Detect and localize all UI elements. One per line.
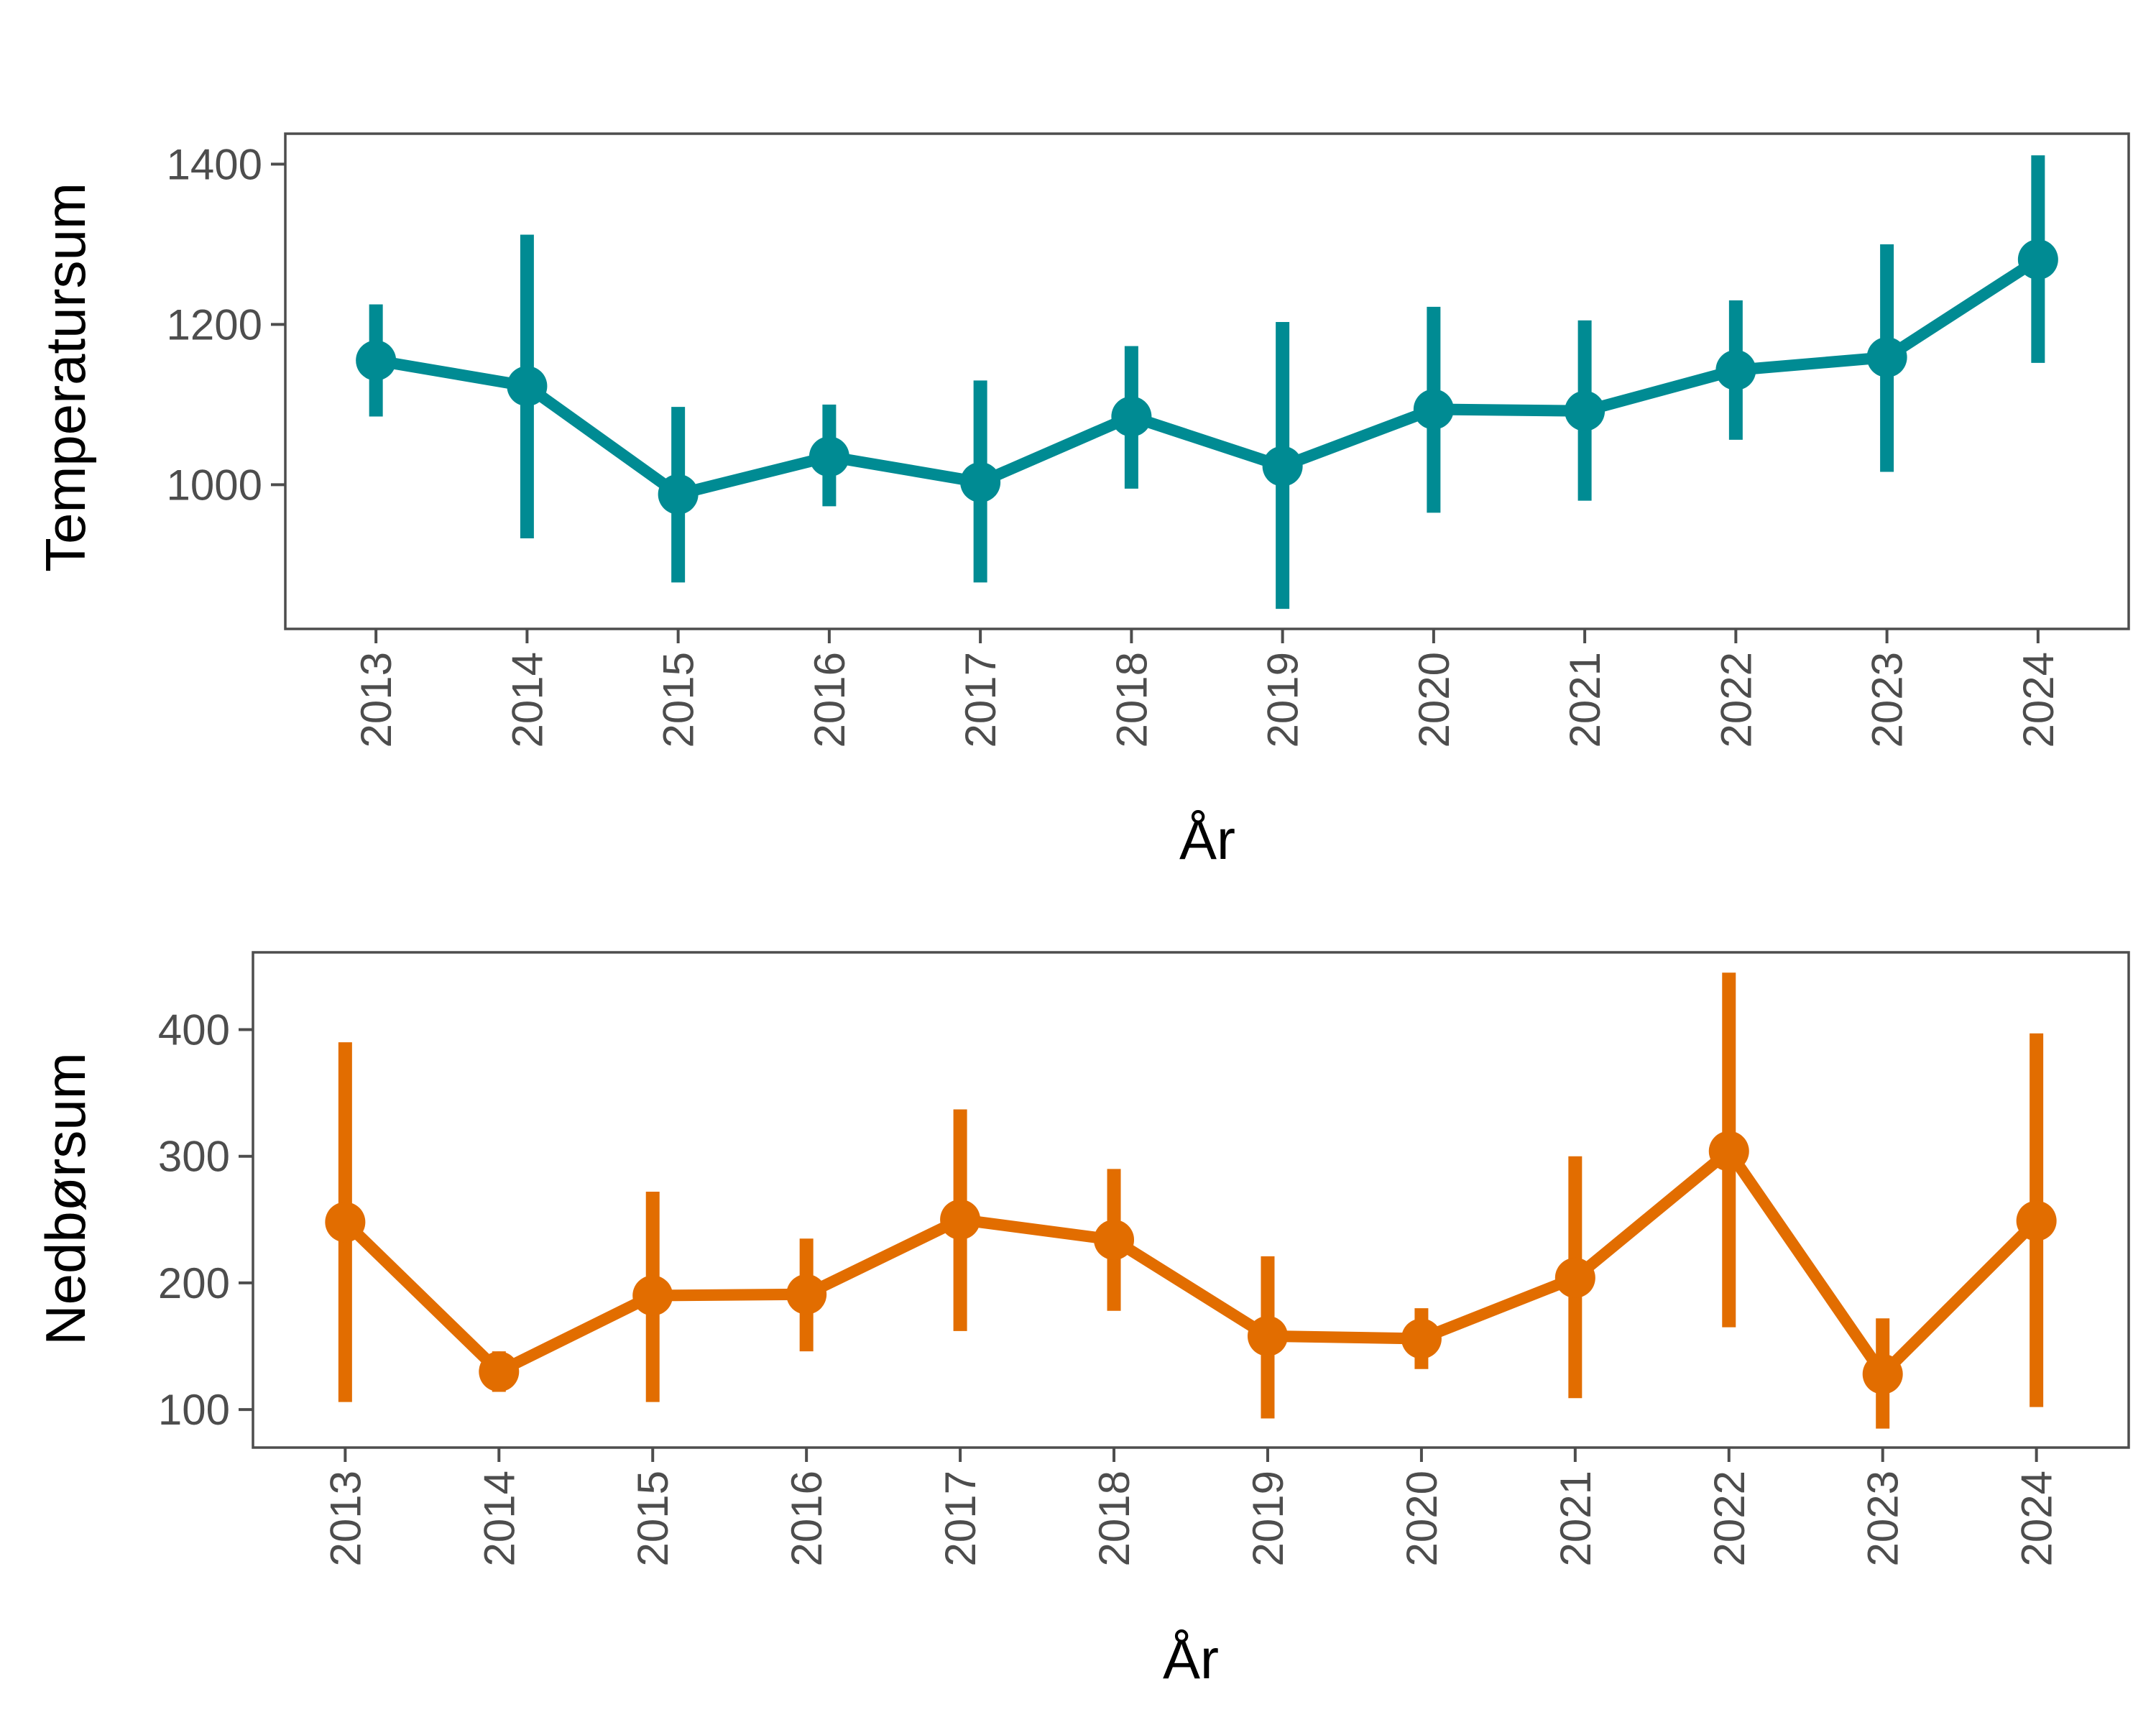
temperature-data-point [356, 340, 397, 381]
precipitation-y-tick-label: 300 [158, 1133, 230, 1181]
temperature-x-tick-label: 2016 [806, 652, 854, 748]
precipitation-data-point [632, 1275, 673, 1316]
precipitation-data-point [479, 1351, 520, 1392]
precipitation-data-point [2016, 1200, 2057, 1241]
precipitation-x-ticks: 2013 2014 2015 2016 2017 2018 2019 2020 2021 2022… [321, 1448, 2061, 1566]
temperature-x-tick-label: 2024 [2014, 652, 2063, 748]
precipitation-x-tick-label: 2014 [475, 1471, 523, 1566]
precipitation-y-ticks: 100 200 300 400 [158, 1006, 253, 1434]
temperature-x-tick-label: 2019 [1259, 652, 1307, 748]
temperature-plot-border [284, 132, 2130, 630]
temperature-y-tick-label: 1200 [167, 300, 262, 349]
temperature-y-tick-label: 1000 [167, 461, 262, 509]
temperature-data-point [1866, 337, 1907, 378]
precipitation-y-tick-label: 200 [158, 1259, 230, 1307]
temperature-x-tick-label: 2021 [1561, 652, 1609, 748]
precipitation-plot-border [252, 951, 2130, 1449]
precipitation-data-point [1401, 1318, 1442, 1359]
temperature-data-point [960, 461, 1001, 502]
precipitation-x-tick-label: 2018 [1090, 1471, 1138, 1566]
temperature-data-point [808, 436, 849, 477]
temperature-data-point [1565, 390, 1606, 431]
temperature-x-tick-label: 2014 [503, 652, 551, 748]
temperature-x-axis-title: År [1179, 808, 1235, 871]
temperature-x-ticks: 2013 2014 2015 2016 2017 2018 2019 2020 2021 2022… [352, 629, 2063, 748]
temperature-x-tick-label: 2018 [1107, 652, 1156, 748]
temperature-points [356, 239, 2058, 515]
precipitation-data-point [1247, 1315, 1288, 1356]
temperature-series-line [370, 254, 2044, 500]
temperature-data-point [1715, 349, 1756, 390]
temperature-data-point [658, 474, 699, 515]
precipitation-series-line [339, 1145, 2042, 1380]
precipitation-x-tick-label: 2024 [2013, 1471, 2061, 1566]
precipitation-x-tick-label: 2021 [1552, 1471, 1600, 1566]
precipitation-y-tick-label: 400 [158, 1006, 230, 1054]
precipitation-data-point [325, 1202, 366, 1243]
precipitation-data-point [1708, 1131, 1749, 1172]
temperature-x-tick-label: 2017 [957, 652, 1005, 748]
precipitation-x-tick-label: 2020 [1398, 1471, 1446, 1566]
precipitation-data-point [1554, 1257, 1595, 1298]
temperature-y-ticks: 1000 1200 1400 [167, 140, 285, 509]
precipitation-data-point [786, 1274, 827, 1315]
precipitation-x-tick-label: 2013 [321, 1471, 369, 1566]
temperature-data-point [1413, 389, 1454, 430]
precipitation-points [325, 1131, 2057, 1394]
temperature-y-tick-label: 1400 [167, 140, 262, 188]
temperature-x-tick-label: 2013 [352, 652, 400, 748]
precipitation-y-tick-label: 100 [158, 1386, 230, 1434]
precipitation-x-tick-label: 2017 [936, 1471, 985, 1566]
precipitation-x-tick-label: 2019 [1244, 1471, 1292, 1566]
precipitation-data-point [1094, 1220, 1135, 1261]
temperature-x-tick-label: 2023 [1864, 652, 1912, 748]
precipitation-x-tick-label: 2015 [629, 1471, 677, 1566]
temperature-data-point [1111, 396, 1152, 437]
precipitation-x-tick-label: 2023 [1859, 1471, 1907, 1566]
precipitation-x-tick-label: 2022 [1705, 1471, 1754, 1566]
temperature-data-point [1262, 446, 1303, 487]
precipitation-y-axis-title: Nedbørsum [34, 1052, 97, 1345]
temperature-x-tick-label: 2022 [1712, 652, 1760, 748]
precipitation-x-tick-label: 2016 [783, 1471, 831, 1566]
precipitation-x-axis-title: År [1163, 1627, 1219, 1690]
temperature-data-point [507, 366, 548, 407]
temperature-x-tick-label: 2020 [1410, 652, 1458, 748]
temperature-y-axis-title: Temperatursum [34, 183, 97, 572]
precipitation-data-point [940, 1199, 981, 1240]
temperature-data-point [2017, 239, 2058, 280]
temperature-x-tick-label: 2015 [655, 652, 703, 748]
precipitation-data-point [1862, 1353, 1903, 1394]
